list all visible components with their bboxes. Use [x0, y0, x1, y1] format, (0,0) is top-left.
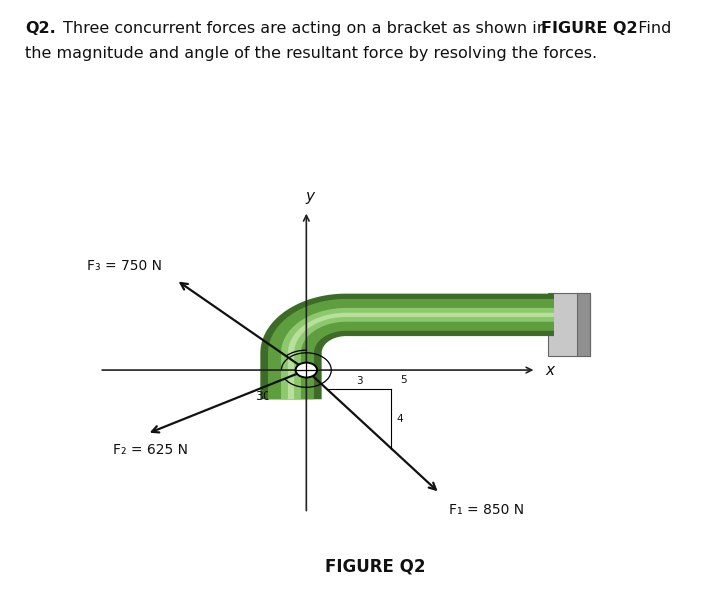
Text: F₂ = 625 N: F₂ = 625 N	[113, 443, 189, 457]
Bar	[548, 292, 590, 356]
Polygon shape	[268, 299, 554, 399]
Text: F₃ = 750 N: F₃ = 750 N	[87, 258, 163, 272]
Text: x: x	[546, 362, 554, 378]
Text: y: y	[306, 190, 315, 204]
Text: the magnitude and angle of the resultant force by resolving the forces.: the magnitude and angle of the resultant…	[25, 46, 598, 61]
Text: 30°: 30°	[256, 390, 278, 403]
Text: Three concurrent forces are acting on a bracket as shown in: Three concurrent forces are acting on a …	[63, 21, 552, 36]
Text: 3: 3	[356, 376, 363, 386]
Polygon shape	[281, 308, 554, 399]
Text: FIGURE Q2: FIGURE Q2	[325, 558, 426, 575]
Text: 45°: 45°	[287, 330, 310, 342]
Bar	[577, 292, 590, 356]
Text: F₁ = 850 N: F₁ = 850 N	[449, 503, 524, 517]
Circle shape	[296, 362, 317, 378]
Text: . Find: . Find	[628, 21, 671, 36]
Text: FIGURE Q2: FIGURE Q2	[541, 21, 638, 36]
Polygon shape	[261, 294, 554, 399]
Text: 5: 5	[400, 376, 408, 385]
Polygon shape	[288, 313, 554, 399]
Text: Q2.: Q2.	[25, 21, 56, 36]
Text: 4: 4	[397, 414, 403, 424]
